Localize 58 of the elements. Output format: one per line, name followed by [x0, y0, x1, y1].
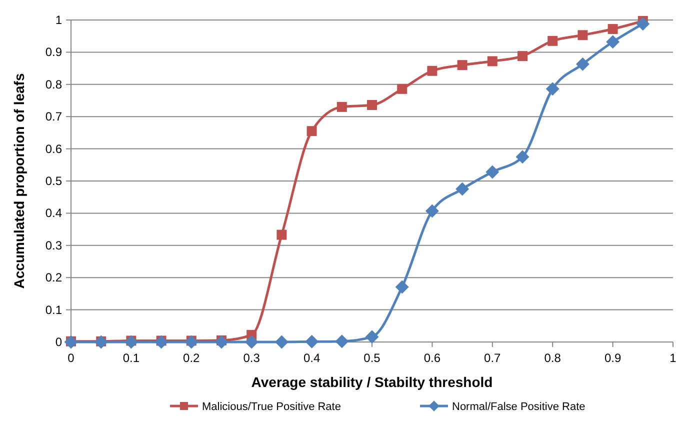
point — [335, 334, 349, 348]
point — [365, 330, 379, 344]
point — [427, 66, 438, 76]
y-tick-label: 0.1 — [45, 302, 62, 317]
y-tick-label: 0.8 — [45, 77, 62, 92]
x-tick-label: 0.9 — [604, 351, 622, 365]
x-tick-label: 0.3 — [243, 351, 260, 365]
legend-label: Normal/False Positive Rate — [452, 401, 586, 413]
point — [305, 334, 319, 348]
point — [457, 60, 468, 70]
point — [274, 335, 288, 349]
point — [636, 17, 650, 31]
point — [608, 24, 618, 34]
point — [64, 335, 78, 349]
point — [578, 30, 588, 40]
point — [395, 280, 409, 294]
point — [306, 126, 317, 136]
point — [456, 182, 470, 196]
point — [576, 57, 590, 71]
x-tick-label: 0.6 — [424, 351, 441, 365]
x-tick-label: 0.4 — [303, 351, 320, 365]
point — [397, 84, 408, 94]
point — [486, 165, 500, 179]
point — [124, 335, 138, 349]
point — [367, 100, 377, 110]
point — [214, 335, 228, 349]
point — [184, 335, 198, 349]
point — [518, 51, 528, 62]
x-tick-label: 0 — [68, 351, 75, 365]
point — [516, 150, 530, 164]
point — [487, 56, 498, 66]
y-tick-label: 0.7 — [45, 110, 62, 124]
point — [548, 36, 558, 46]
x-tick-label: 1 — [670, 351, 677, 365]
y-tick-label: 0.9 — [45, 45, 62, 60]
y-tick-label: 0.3 — [45, 238, 62, 252]
point — [606, 35, 620, 49]
y-tick-label: 0.6 — [45, 142, 62, 156]
y-tick-label: 0.2 — [45, 270, 62, 285]
point — [244, 335, 258, 349]
legend-label: Malicious/True Positive Rate — [202, 401, 341, 413]
y-tick-label: 0.4 — [45, 206, 62, 220]
y-axis-title: Accumulated proportion of leafs — [11, 73, 27, 289]
x-tick-label: 0.1 — [122, 351, 140, 365]
y-tick-label: 0.5 — [45, 174, 62, 188]
point — [276, 230, 287, 240]
y-tick-label: 1 — [55, 13, 62, 27]
point — [546, 82, 560, 96]
point — [94, 335, 108, 349]
x-tick-label: 0.2 — [183, 351, 200, 365]
x-axis-title: Average stability / Stabilty threshold — [251, 374, 493, 390]
point — [336, 102, 347, 112]
y-tick-label: 0 — [55, 335, 62, 349]
point — [154, 335, 168, 349]
x-tick-label: 0.8 — [544, 351, 562, 365]
x-tick-label: 0.7 — [484, 351, 502, 365]
x-tick-label: 0.5 — [364, 351, 381, 365]
point — [425, 204, 439, 218]
